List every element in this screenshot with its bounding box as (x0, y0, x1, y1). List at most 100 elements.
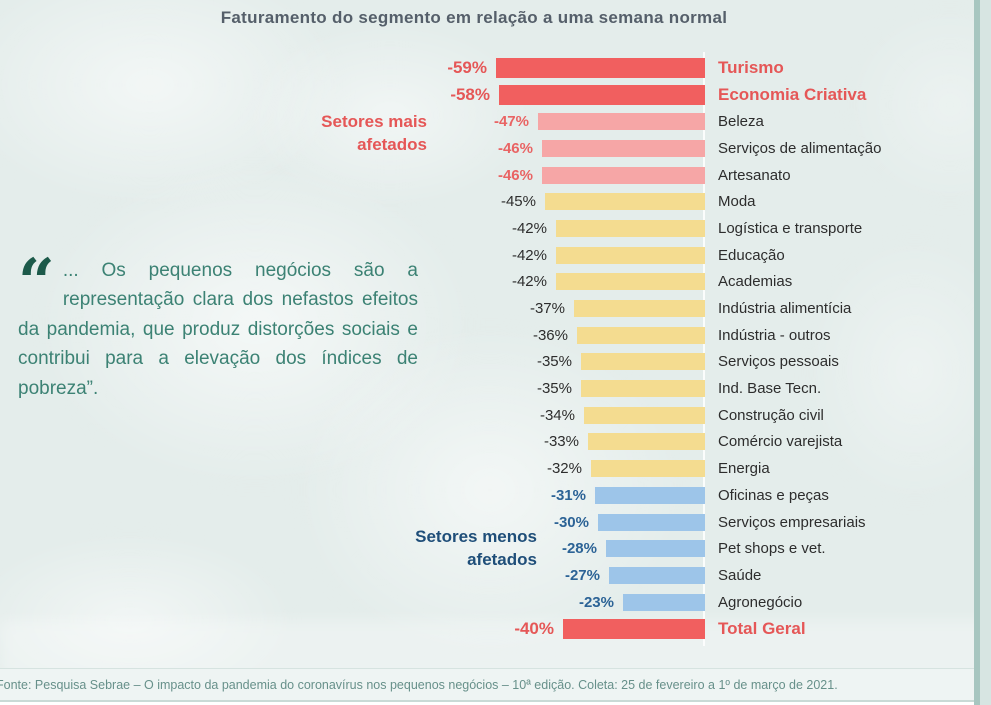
bar-area: -28% (0, 540, 705, 558)
bar-value-label: -31% (550, 486, 586, 504)
bar-value-label: -59% (447, 58, 487, 78)
bar-category-label: Academias (718, 273, 793, 291)
bar (563, 618, 705, 639)
quote-block: “ ... Os pequenos negócios são a represe… (18, 250, 418, 403)
bar (577, 326, 705, 344)
chart-row: -59% Turismo (0, 55, 991, 82)
bar (598, 513, 705, 531)
bar-category-label: Logística e transporte (718, 219, 863, 237)
bar-value-label: -47% (493, 113, 529, 131)
bar (496, 58, 705, 79)
bar (538, 113, 705, 131)
chart-row: -30% Serviços empresariais (0, 509, 991, 536)
bar-value-label: -30% (553, 513, 589, 531)
chart-row: -58% Economia Criativa (0, 82, 991, 109)
bar-value-label: -28% (561, 540, 597, 558)
bar-value-label: -58% (450, 85, 490, 105)
bar-category-label: Oficinas e peças (718, 486, 829, 504)
bar-category-label: Economia Criativa (718, 85, 867, 105)
bar-value-label: -35% (536, 353, 572, 371)
chart-row: -35% Serviços pessoais (0, 349, 991, 376)
chart-row: -40% Total Geral (0, 615, 991, 642)
bottom-strip (0, 702, 991, 705)
bar (606, 540, 705, 558)
footer-band: Fonte: Pesquisa Sebrae – O impacto da pa… (0, 668, 991, 702)
page-title: Faturamento do segmento em relação a uma… (220, 8, 728, 27)
page-edge-light (980, 0, 991, 705)
chart-row: -46% Serviços de alimentação (0, 135, 991, 162)
bar-value-label: -36% (532, 326, 568, 344)
bar-area: -33% (0, 433, 705, 451)
bar-category-label: Agronegócio (718, 593, 803, 611)
chart-row: -35% Ind. Base Tecn. (0, 375, 991, 402)
chart-row: -42% Logística e transporte (0, 215, 991, 242)
bar-area: -37% (0, 300, 705, 318)
bar-category-label: Educação (718, 246, 785, 264)
group-label-most-affected: Setores mais afetados (250, 110, 427, 156)
bar-category-label: Indústria alimentícia (718, 300, 852, 318)
chart-row: -33% Comércio varejista (0, 429, 991, 456)
bar-value-label: -46% (497, 166, 533, 184)
bar-value-label: -46% (497, 139, 533, 157)
bar-value-label: -27% (564, 566, 600, 584)
bar (542, 139, 705, 157)
bar (556, 219, 705, 237)
bar (591, 460, 705, 478)
bar-value-label: -35% (536, 380, 572, 398)
bar-category-label: Saúde (718, 566, 762, 584)
bar-area: -30% (0, 513, 705, 531)
bar-area: -42% (0, 219, 705, 237)
bar-area: -46% (0, 166, 705, 184)
bar (574, 300, 705, 318)
bar-value-label: -32% (546, 460, 582, 478)
bar-category-label: Turismo (718, 58, 784, 78)
page-edge-dark (974, 0, 980, 705)
chart-row: -45% Moda (0, 188, 991, 215)
bar-area: -34% (0, 406, 705, 424)
chart-row: -37% Indústria alimentícia (0, 295, 991, 322)
bar (595, 486, 705, 504)
bar-area: -35% (0, 380, 705, 398)
group-most-line1: Setores mais (321, 112, 427, 131)
chart-baseline (703, 52, 705, 646)
chart-row: -42% Educação (0, 242, 991, 269)
bar-category-label: Pet shops e vet. (718, 540, 826, 558)
bar-category-label: Moda (718, 193, 756, 211)
bar (623, 593, 705, 611)
bar (499, 85, 705, 106)
bar-value-label: -42% (511, 246, 547, 264)
bar-category-label: Comércio varejista (718, 433, 843, 451)
chart-row: -36% Indústria - outros (0, 322, 991, 349)
bar (542, 166, 705, 184)
chart-row: -32% Energia (0, 455, 991, 482)
bar-value-label: -23% (578, 593, 614, 611)
chart-row: -47% Beleza (0, 108, 991, 135)
bar-value-label: -45% (500, 193, 536, 211)
bar-area: -35% (0, 353, 705, 371)
chart-row: -34% Construção civil (0, 402, 991, 429)
group-most-line2: afetados (357, 135, 427, 154)
group-least-line2: afetados (467, 550, 537, 569)
bar-category-label: Energia (718, 460, 770, 478)
bar-area: -32% (0, 460, 705, 478)
bar-category-label: Ind. Base Tecn. (718, 380, 822, 398)
bar-area: -27% (0, 566, 705, 584)
bar-category-label: Serviços de alimentação (718, 139, 882, 157)
bar (581, 380, 705, 398)
bar-area: -42% (0, 246, 705, 264)
bar-area: -45% (0, 193, 705, 211)
bar-category-label: Indústria - outros (718, 326, 831, 344)
bar-category-label: Artesanato (718, 166, 791, 184)
group-label-least-affected: Setores menos afetados (360, 525, 537, 571)
chart-row: -23% Agronegócio (0, 589, 991, 616)
bar-value-label: -33% (543, 433, 579, 451)
bar (556, 273, 705, 291)
source-note: Fonte: Pesquisa Sebrae – O impacto da pa… (0, 678, 838, 692)
bar-category-label: Construção civil (718, 406, 824, 424)
bar-value-label: -34% (539, 406, 575, 424)
quote-text: ... Os pequenos negócios são a represent… (18, 260, 418, 399)
bar (556, 246, 705, 264)
bar-area: -23% (0, 593, 705, 611)
bar-category-label: Beleza (718, 113, 764, 131)
bar-area: -47% (0, 113, 705, 131)
